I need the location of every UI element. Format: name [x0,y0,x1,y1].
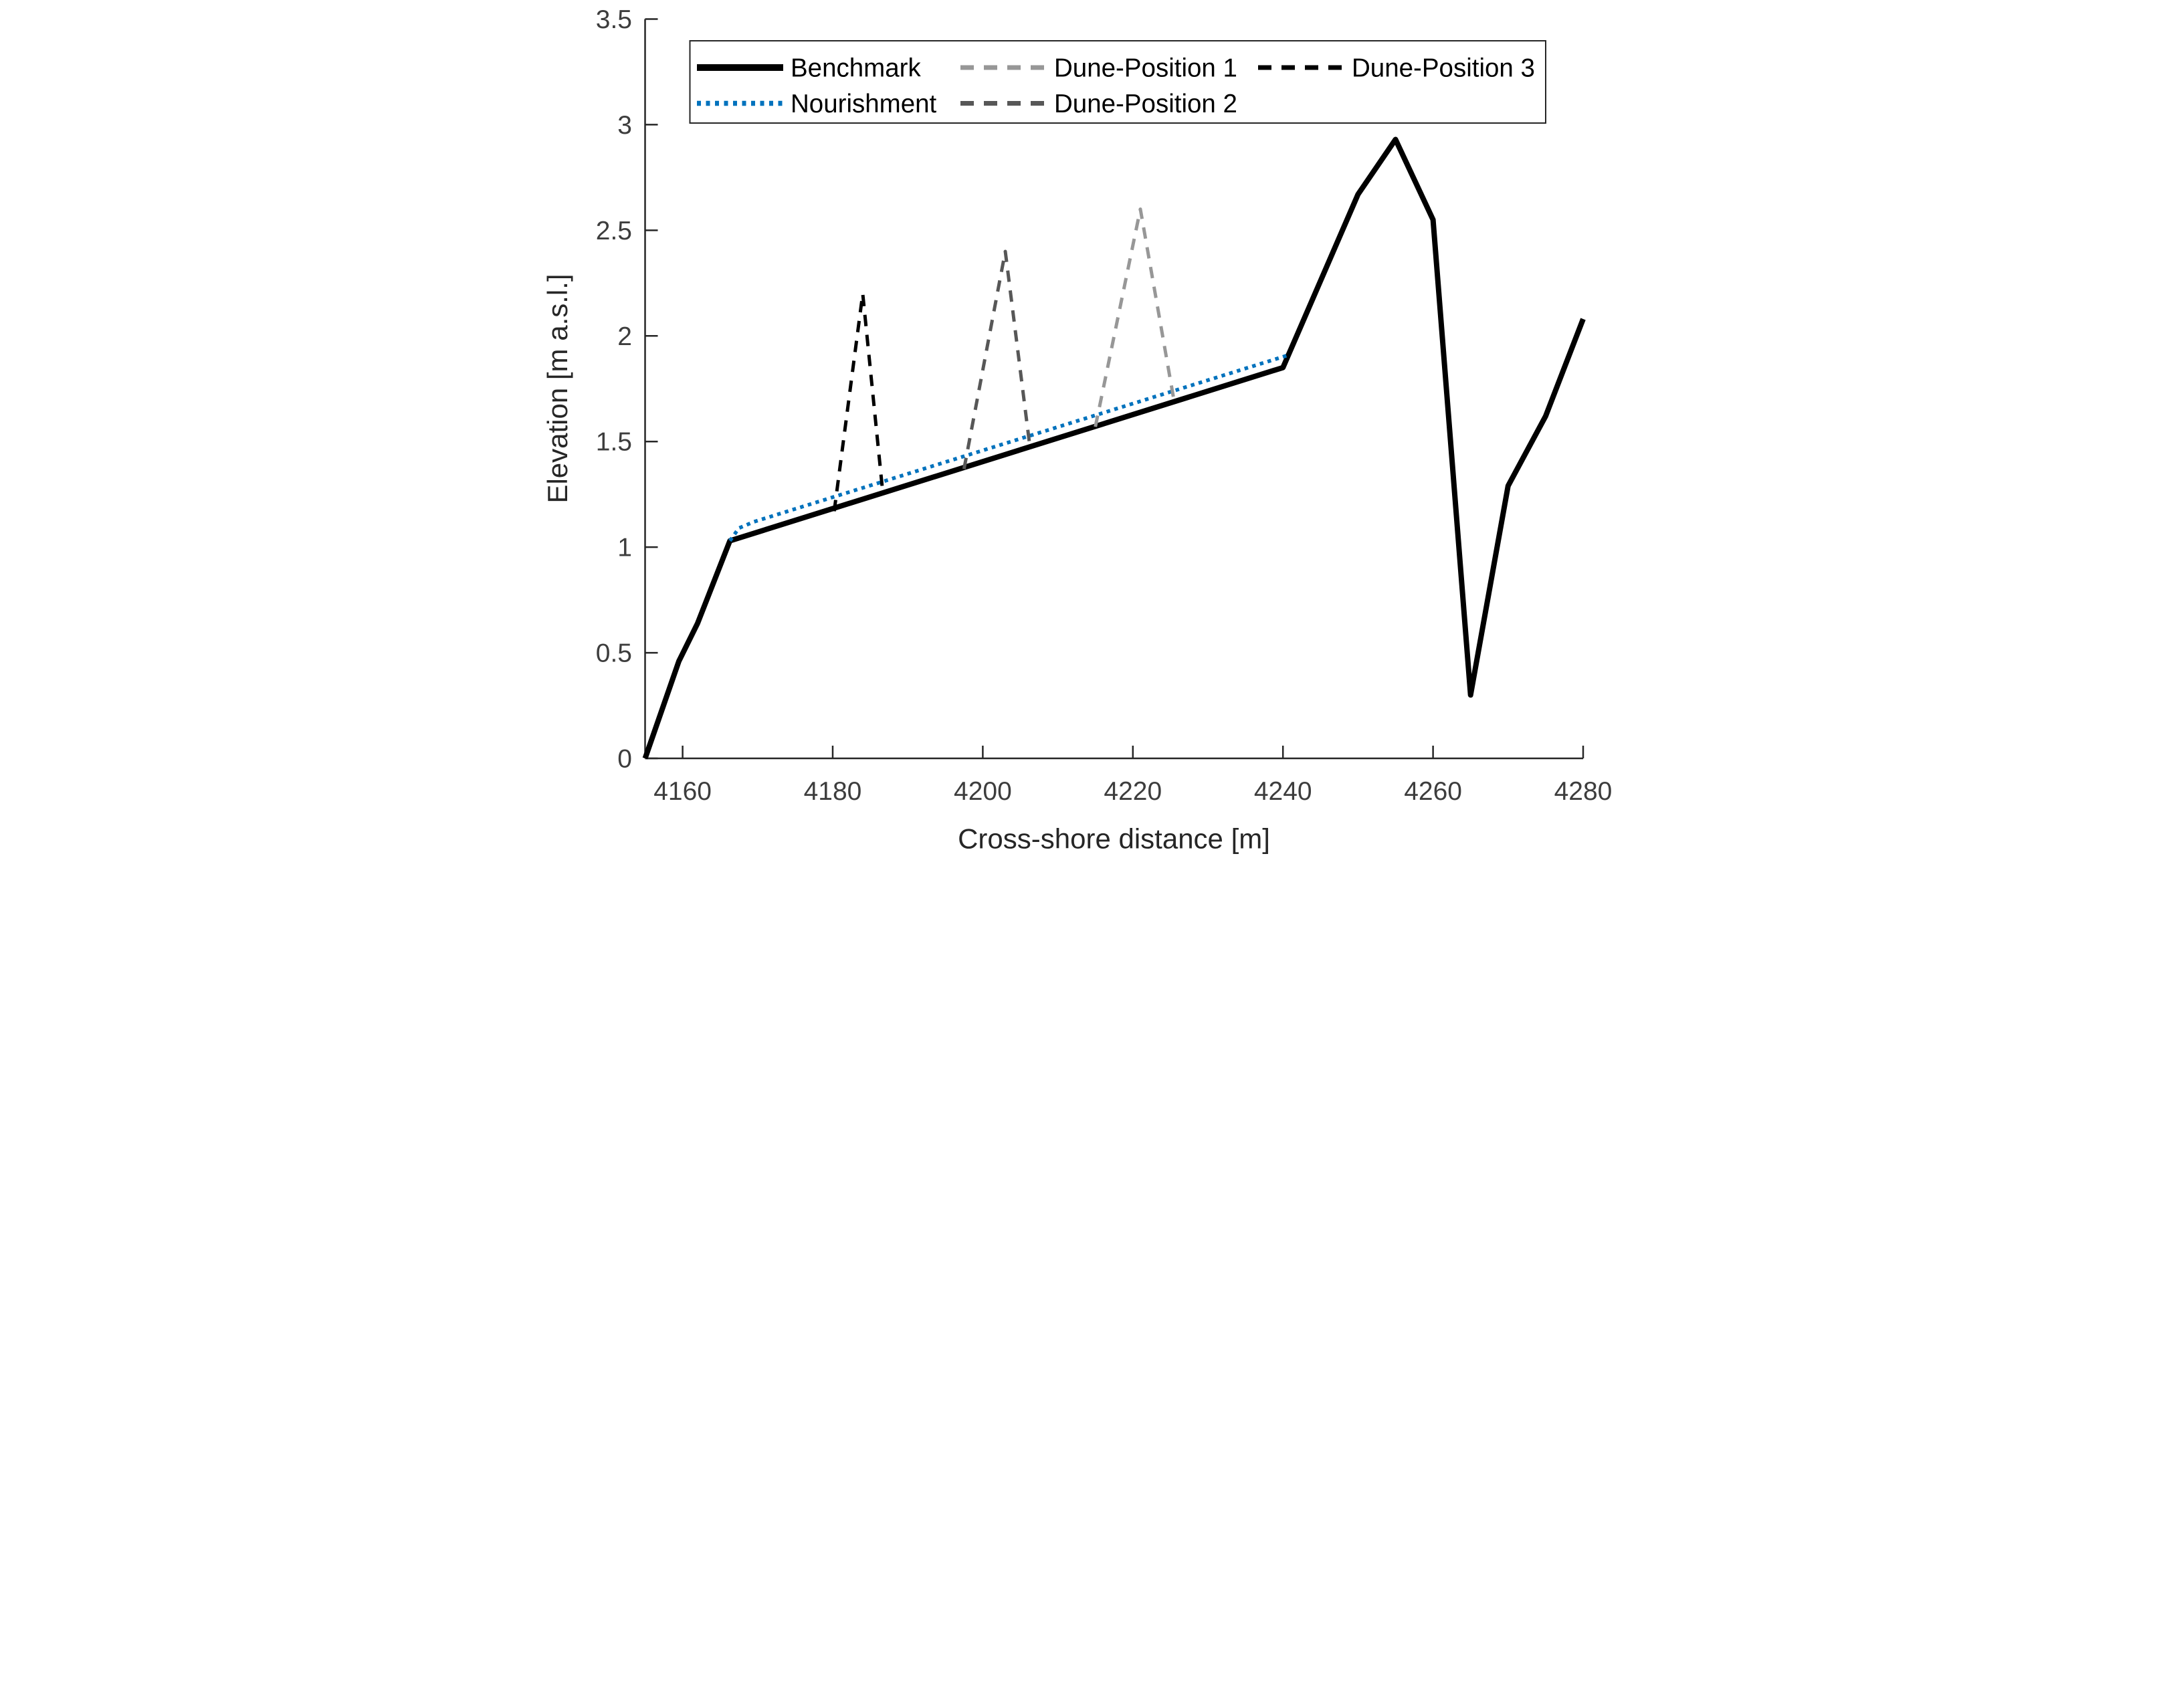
legend-label-nourishment: Nourishment [791,90,937,118]
legend: Benchmark Nourishment Dune-Position 1 Dune-… [689,40,1546,124]
axes: 4160 4180 4200 4220 4240 4260 4280 0 0.5 1 1.5 2 2.5… [596,5,1613,806]
series-line-dune-position-3 [832,292,885,512]
series-line-benchmark [642,136,1586,760]
x-tick-label: 4220 [1104,777,1162,806]
x-tick-label: 4260 [1404,777,1462,806]
y-tick-label: 1 [617,534,632,562]
x-tick-label: 4280 [1554,777,1613,806]
y-tick-label: 0 [617,745,632,774]
legend-label-benchmark: Benchmark [791,54,921,83]
x-tick-label: 4200 [954,777,1012,806]
x-tick-label: 4180 [804,777,862,806]
series-line-dune-position-1 [1094,207,1176,427]
figure-container: 4160 4180 4200 4220 4240 4260 4280 0 0.5 1 1.5 2 2.5… [540,0,1619,854]
elevation-profile-chart: 4160 4180 4200 4220 4240 4260 4280 0 0.5 1 1.5 2 2.5… [540,0,1619,854]
y-tick-label: 2.5 [596,217,632,245]
x-tick-label: 4160 [653,777,712,806]
y-axis-title: Elevation [m a.s.l.] [542,274,573,503]
y-tick-label: 3.5 [596,5,632,34]
legend-label-dune-position-1: Dune-Position 1 [1054,54,1237,83]
y-tick-label: 0.5 [596,639,632,668]
y-tick-label: 1.5 [596,428,632,457]
x-axis-title: Cross-shore distance [m] [958,823,1270,855]
legend-label-dune-position-2: Dune-Position 2 [1054,90,1237,118]
legend-label-dune-position-3: Dune-Position 3 [1352,54,1535,83]
x-tick-label: 4240 [1254,777,1312,806]
y-tick-label: 3 [617,111,632,140]
legend-box [689,40,1546,124]
data-series [642,136,1586,760]
series-line-dune-position-2 [962,249,1032,469]
y-tick-label: 2 [617,322,632,351]
